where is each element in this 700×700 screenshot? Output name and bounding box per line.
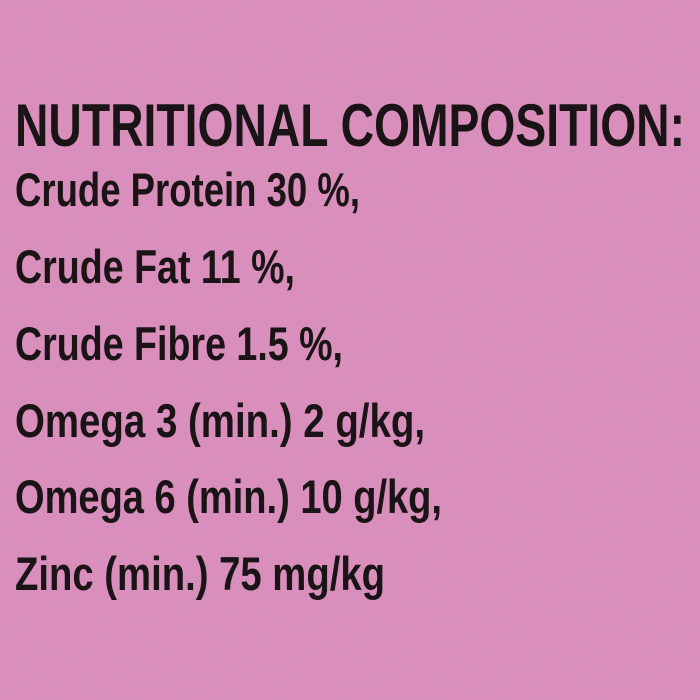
nutrient-line: Omega 6 (min.) 10 g/kg,	[15, 470, 442, 523]
nutrient-line: Crude Fibre 1.5 %,	[15, 317, 343, 370]
heading: NUTRITIONAL COMPOSITION:	[15, 92, 685, 159]
nutrient-line: Omega 3 (min.) 2 g/kg,	[15, 394, 425, 447]
nutrient-line: Zinc (min.) 75 mg/kg	[15, 547, 385, 600]
nutrient-line: Crude Protein 30 %,	[15, 163, 360, 216]
nutrient-line: Crude Fat 11 %,	[15, 240, 295, 293]
